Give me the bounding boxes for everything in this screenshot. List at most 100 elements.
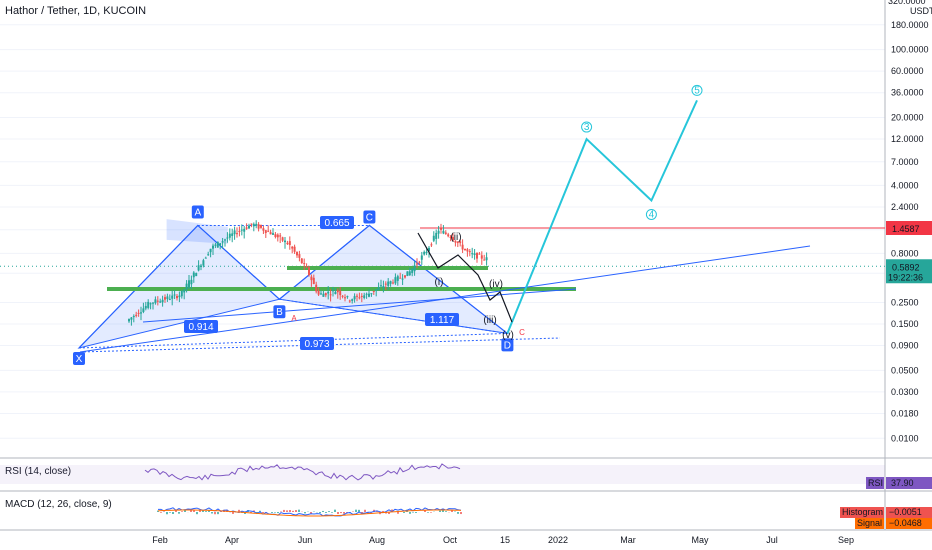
axis-unit: USDT	[910, 6, 932, 16]
candle-body	[173, 294, 176, 296]
elliott-label: (iii)	[483, 315, 496, 326]
y-tick: 0.0180	[891, 408, 919, 418]
chart-title: Hathor / Tether, 1D, KUCOIN	[5, 5, 147, 17]
candle-body	[219, 243, 222, 246]
signal-line	[157, 509, 462, 517]
candle-body	[250, 223, 253, 225]
candle-body	[188, 280, 190, 288]
candle-body	[212, 245, 214, 249]
label-c-bg	[363, 210, 376, 224]
label-b: B	[276, 307, 283, 318]
signal-value: −0.0468	[889, 518, 922, 528]
candle-body	[466, 249, 469, 252]
histogram-value: −0.0051	[889, 507, 922, 517]
candle-body	[178, 295, 181, 298]
candle-body	[444, 232, 447, 234]
ratio-abc-bg	[320, 216, 354, 229]
candle-body	[276, 234, 279, 238]
rsi-tag-text: RSI	[868, 478, 883, 488]
candle-body	[353, 296, 356, 300]
candle-body	[382, 286, 385, 288]
candle-body	[406, 271, 409, 276]
signal-value-tag	[886, 518, 932, 529]
label-d: D	[504, 340, 511, 351]
candle-body	[449, 236, 452, 238]
candle-body	[209, 248, 212, 253]
candle-body	[257, 224, 260, 229]
countdown: 19:22:36	[888, 272, 923, 282]
candle-body	[315, 284, 318, 292]
candle-body	[236, 233, 238, 235]
candle-body	[368, 293, 370, 297]
candles	[128, 220, 488, 326]
candle-body	[420, 255, 423, 260]
x-tick: Sep	[838, 535, 854, 545]
y-tick: 0.0900	[891, 341, 919, 351]
xd-dotted	[78, 332, 508, 349]
candle-body	[272, 233, 274, 235]
label-a: A	[194, 207, 201, 218]
macd-pane-label[interactable]: MACD (12, 26, close, 9)	[5, 499, 112, 510]
range-box	[166, 219, 228, 244]
candle-body	[459, 241, 462, 244]
x-tick: Feb	[152, 535, 168, 545]
candle-body	[248, 225, 250, 229]
candle-body	[260, 225, 262, 228]
candle-body	[142, 308, 145, 312]
candle-body	[161, 299, 164, 303]
projection-label: 3	[584, 122, 590, 133]
y-tick: 2.4000	[891, 202, 919, 212]
projection-circle	[645, 208, 657, 220]
x-tick: Aug	[369, 535, 385, 545]
candle-body	[262, 228, 265, 231]
candle-body	[291, 246, 294, 249]
candle-body	[144, 305, 147, 309]
candle-body	[437, 230, 440, 234]
candle-body	[408, 271, 411, 276]
small-label-c: C	[519, 328, 525, 337]
y-tick: 0.0100	[891, 433, 919, 443]
y-tick: 20.0000	[891, 113, 924, 123]
candle-body	[154, 299, 157, 304]
candle-body	[356, 295, 358, 297]
histogram-tag	[840, 507, 884, 518]
candle-body	[192, 272, 195, 278]
last-price-value: 0.5892	[892, 262, 920, 272]
candle-body	[312, 277, 315, 284]
candle-body	[317, 290, 320, 295]
candle-body	[274, 234, 277, 237]
candle-body	[233, 230, 236, 235]
candle-body	[231, 233, 234, 236]
candle-body	[401, 278, 404, 280]
candle-body	[387, 281, 390, 286]
candle-body	[464, 248, 466, 251]
candle-body	[430, 244, 433, 246]
candle-body	[461, 244, 464, 250]
candle-body	[228, 233, 231, 238]
label-b-bg	[273, 305, 286, 319]
candle-body	[372, 290, 375, 292]
rsi-band	[0, 465, 885, 484]
candle-body	[468, 251, 471, 253]
projection-label: 5	[694, 85, 700, 96]
ratio-xab: 0.914	[188, 322, 213, 333]
rsi-pane-label[interactable]: RSI (14, close)	[5, 466, 71, 477]
candle-body	[404, 275, 406, 278]
projection-circle	[691, 84, 703, 96]
candle-body	[344, 297, 346, 299]
candle-body	[363, 295, 366, 298]
histogram-tag-text: Histogram	[842, 507, 883, 517]
candle-body	[423, 251, 426, 255]
candle-body	[164, 297, 166, 300]
candle-body	[389, 281, 392, 284]
candle-body	[480, 255, 483, 259]
annotation-labels: XABCD0.9140.6651.1170.973(i)(ii)(iii)(iv…	[73, 84, 703, 365]
candle-body	[243, 228, 246, 232]
candle-body	[300, 258, 303, 264]
candle-body	[245, 227, 248, 229]
candle-body	[322, 293, 325, 297]
label-x-bg	[73, 351, 85, 365]
label-c: C	[366, 212, 373, 223]
y-tick: 180.0000	[891, 20, 929, 30]
